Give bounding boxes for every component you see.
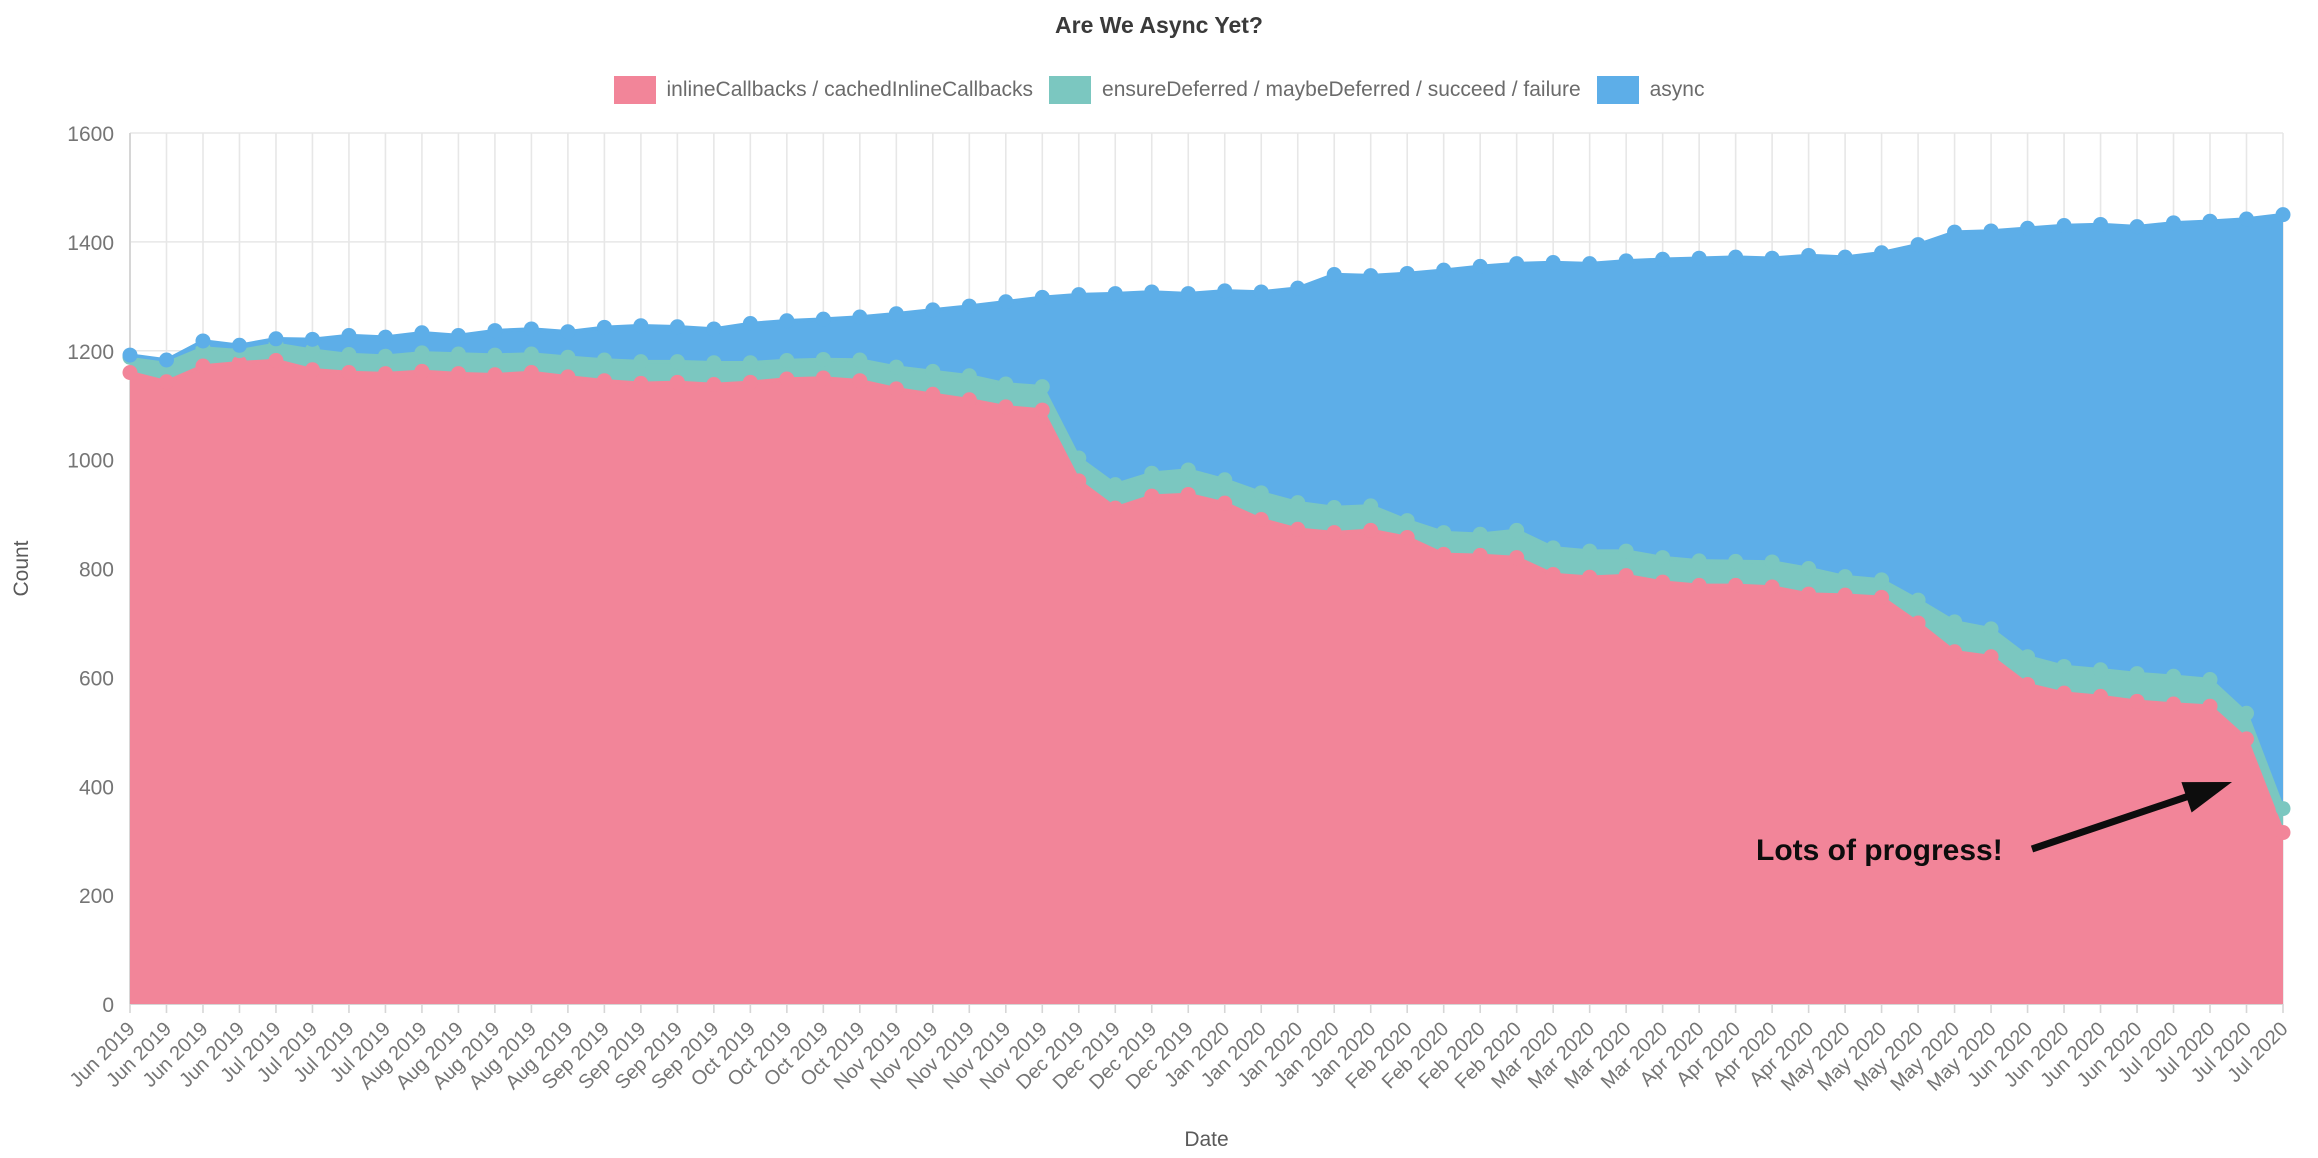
legend: inlineCallbacks / cachedInlineCallbacks …	[0, 76, 2318, 104]
area-series-1	[130, 344, 2283, 833]
legend-swatch-async	[1596, 76, 1639, 104]
legend-label-async: async	[1649, 78, 1705, 101]
legend-label-inlinecallbacks: inlineCallbacks / cachedInlineCallbacks	[666, 78, 1034, 101]
annotation-arrow	[2030, 782, 2232, 853]
y-tick-label: 1600	[67, 123, 114, 146]
x-axis-title: Date	[1184, 1128, 1228, 1151]
legend-item-ensuredeferred[interactable]: ensureDeferred / maybeDeferred / succeed…	[1049, 76, 1581, 104]
legend-item-inlinecallbacks[interactable]: inlineCallbacks / cachedInlineCallbacks	[613, 76, 1034, 104]
y-tick-label: 200	[79, 885, 114, 908]
y-tick-label: 600	[79, 667, 114, 690]
markers-series-2	[122, 207, 2291, 368]
legend-swatch-ensuredeferred	[1049, 76, 1092, 104]
markers-series-0	[122, 353, 2291, 841]
y-axis-title: Count	[10, 540, 33, 596]
y-tick-label: 400	[79, 776, 114, 799]
y-tick-label: 0	[102, 994, 114, 1017]
chart-title: Are We Async Yet?	[1055, 12, 1263, 38]
y-tick-label: 1000	[67, 450, 114, 473]
y-tick-label: 1200	[67, 341, 114, 364]
area-series-2	[130, 214, 2283, 809]
legend-item-async[interactable]: async	[1596, 76, 1705, 104]
area-series-0	[130, 360, 2283, 1005]
annotation-label: Lots of progress!	[1756, 834, 2003, 867]
series-markers	[122, 207, 2291, 841]
legend-swatch-inlinecallbacks	[613, 76, 656, 104]
y-tick-label: 1400	[67, 232, 114, 255]
legend-label-ensuredeferred: ensureDeferred / maybeDeferred / succeed…	[1102, 78, 1581, 101]
y-tick-label: 800	[79, 559, 114, 582]
series-areas	[130, 214, 2283, 1005]
